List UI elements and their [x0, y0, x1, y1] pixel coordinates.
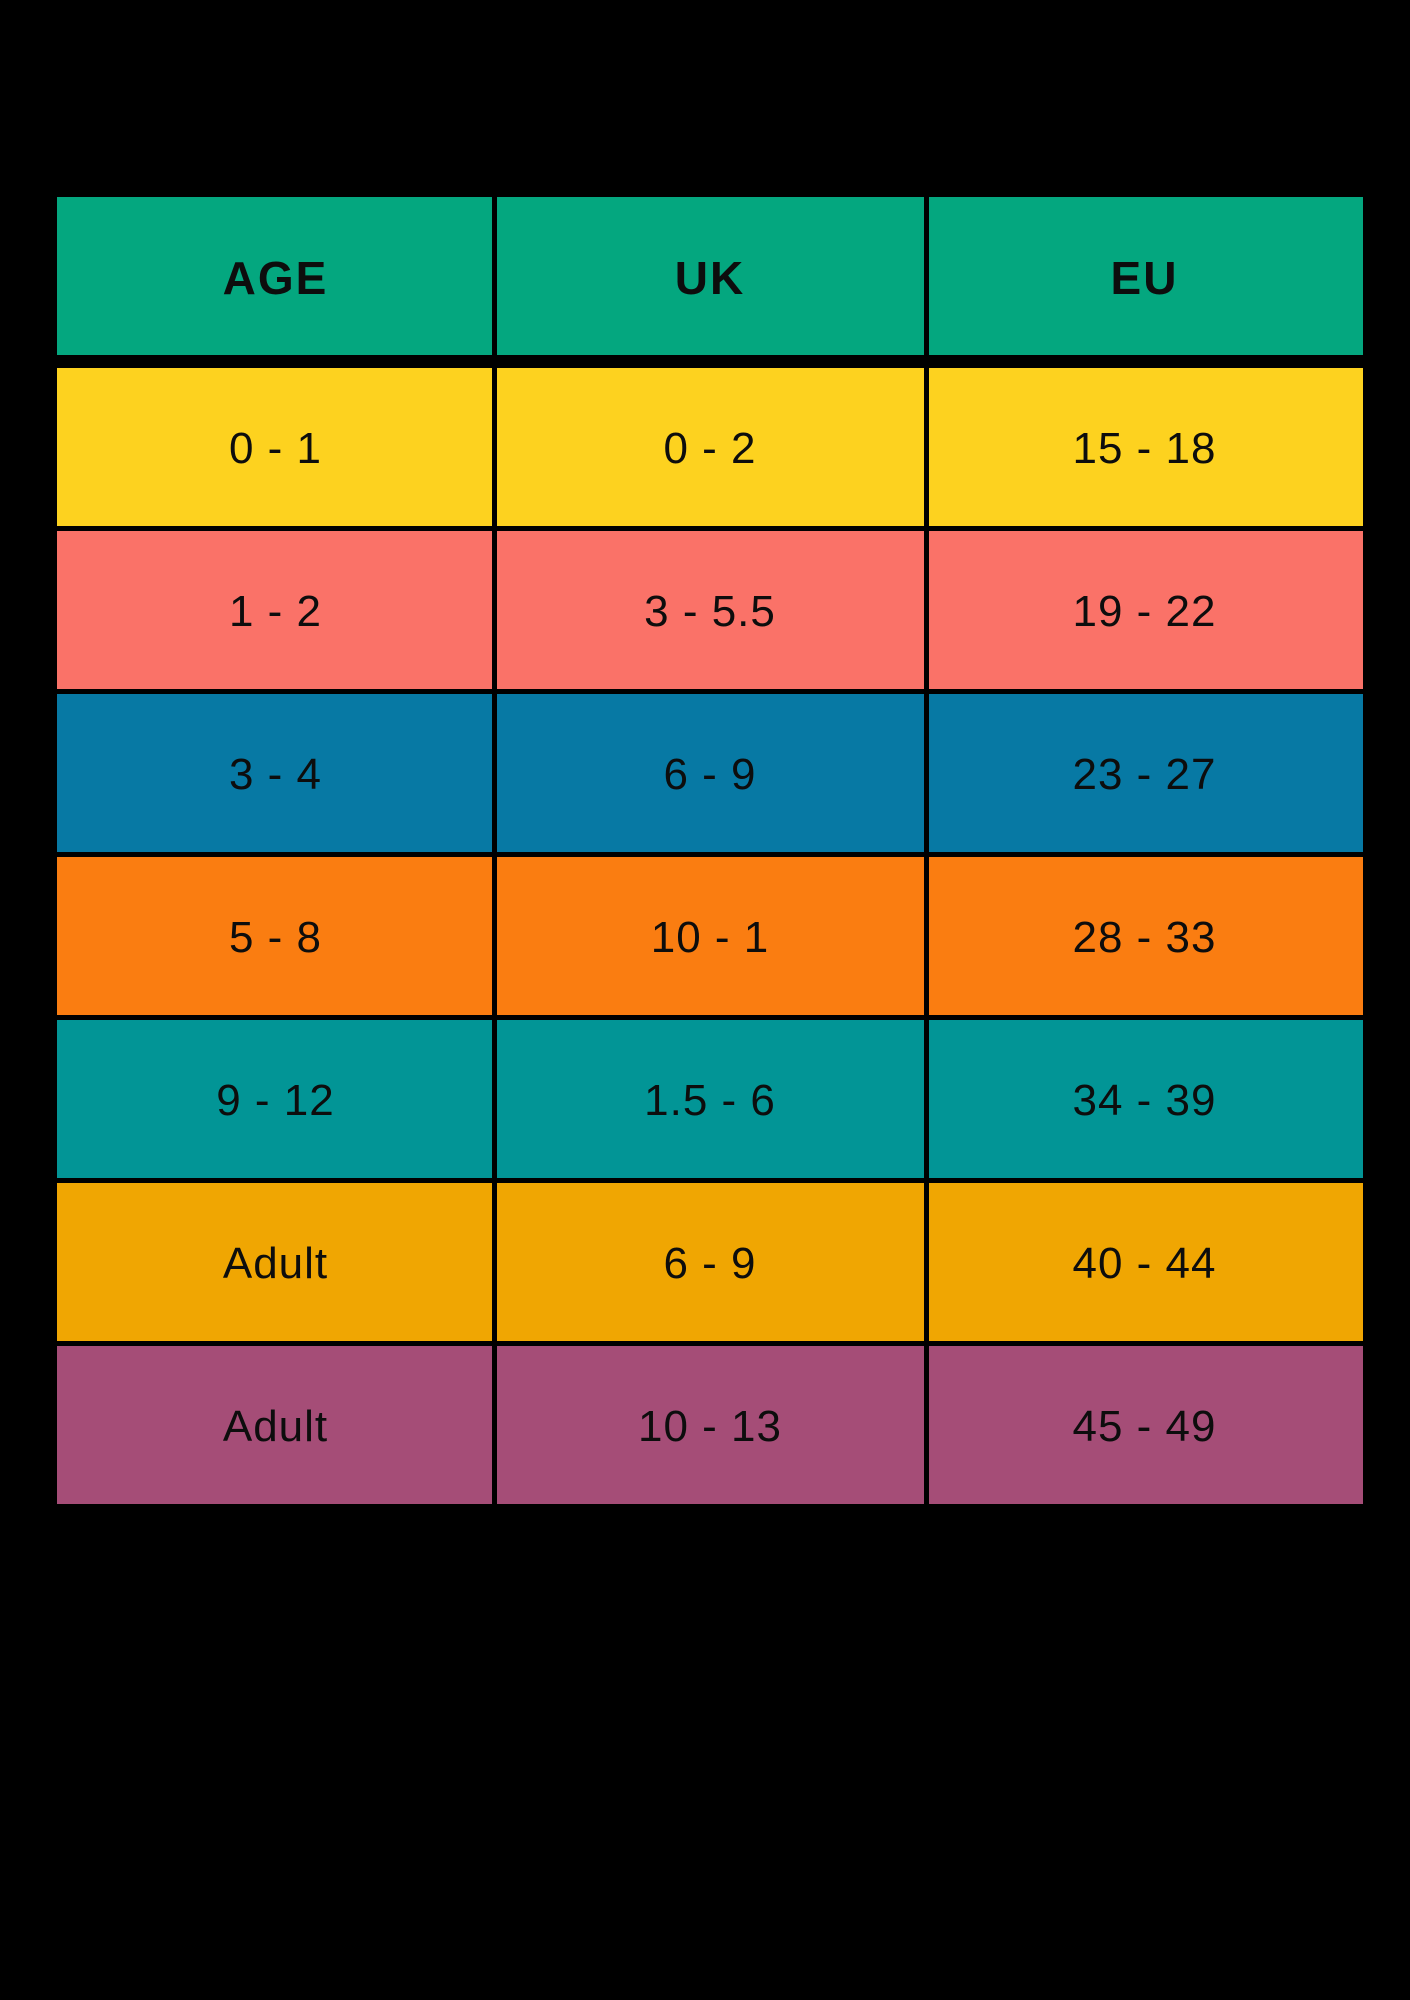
table-row: 1 - 2 3 - 5.5 19 - 22 [57, 531, 1363, 689]
column-divider [492, 197, 497, 1509]
cell-uk: 0 - 2 [663, 424, 757, 473]
cell-age: 1 - 2 [228, 587, 323, 636]
cell-age: Adult [222, 1239, 329, 1288]
shoe-size-table: AGE UK EU 0 - 1 0 - 2 15 - 18 1 - 2 3 - … [57, 197, 1363, 1509]
table-row: Adult 6 - 9 40 - 44 [57, 1183, 1363, 1341]
cell-uk: 6 - 9 [663, 1239, 757, 1288]
cell-uk: 10 - 13 [638, 1402, 782, 1451]
cell-eu: 40 - 44 [1072, 1239, 1217, 1288]
column-divider [924, 197, 929, 1509]
cell-eu: 23 - 27 [1072, 750, 1217, 799]
table-row: 3 - 4 6 - 9 23 - 27 [57, 694, 1363, 852]
cell-age: 5 - 8 [228, 913, 323, 962]
cell-eu: 34 - 39 [1072, 1076, 1217, 1125]
cell-uk: 3 - 5.5 [644, 587, 776, 636]
table-row: 0 - 1 0 - 2 15 - 18 [57, 368, 1363, 526]
cell-uk: 6 - 9 [663, 750, 757, 799]
cell-eu: 28 - 33 [1072, 913, 1217, 962]
cell-eu: 19 - 22 [1072, 587, 1217, 636]
cell-uk: 1.5 - 6 [644, 1076, 776, 1125]
table-row: 5 - 8 10 - 1 28 - 33 [57, 857, 1363, 1015]
cell-age: Adult [222, 1402, 329, 1451]
column-header-eu: EU [1110, 252, 1179, 304]
table-row: Adult 10 - 13 45 - 49 [57, 1346, 1363, 1504]
table-row: 9 - 12 1.5 - 6 34 - 39 [57, 1020, 1363, 1178]
column-header-age: AGE [222, 252, 329, 304]
cell-uk: 10 - 1 [650, 913, 770, 962]
cell-eu: 15 - 18 [1072, 424, 1217, 473]
cell-age: 9 - 12 [216, 1076, 335, 1125]
cell-age: 3 - 4 [228, 750, 323, 799]
column-header-uk: UK [674, 252, 746, 304]
table-header-row: AGE UK EU [57, 197, 1363, 355]
cell-eu: 45 - 49 [1072, 1402, 1217, 1451]
cell-age: 0 - 1 [228, 424, 323, 473]
